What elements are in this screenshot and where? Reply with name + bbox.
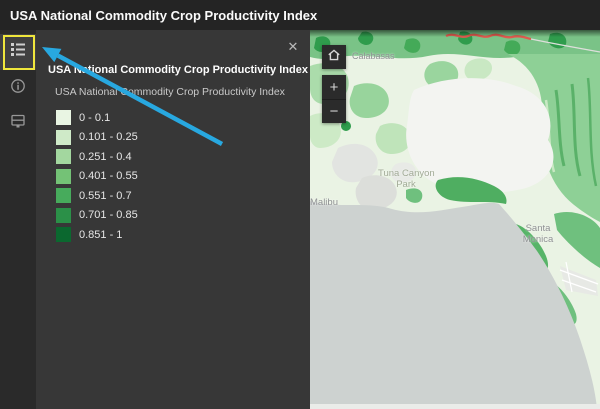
sidebar-item-legend[interactable] xyxy=(0,34,36,70)
info-icon xyxy=(10,78,26,99)
legend-swatch xyxy=(56,227,71,242)
map-view[interactable]: Calabasas Tuna Canyon Park Malibu Santa … xyxy=(310,30,600,409)
sidebar-item-information[interactable] xyxy=(0,70,36,106)
legend-swatch xyxy=(56,110,71,125)
legend-row: 0.401 - 0.55 xyxy=(56,168,310,184)
legend-swatch xyxy=(56,207,71,223)
legend-layer-title: USA National Commodity Crop Productivity… xyxy=(55,86,285,98)
header: USA National Commodity Crop Productivity… xyxy=(0,0,600,30)
zoom-in-button[interactable]: + xyxy=(322,75,346,99)
close-icon: ✕ xyxy=(287,39,299,54)
app-body: ✕ USA National Commodity Crop Productivi… xyxy=(0,30,600,409)
legend-row: 0.851 - 1 xyxy=(56,227,310,242)
zoom-controls: + − xyxy=(322,75,346,123)
sidebar xyxy=(0,30,36,409)
home-icon xyxy=(326,47,342,68)
map-attribution-bar xyxy=(310,404,600,409)
legend-panel: ✕ USA National Commodity Crop Productivi… xyxy=(36,30,310,409)
close-button[interactable]: ✕ xyxy=(284,38,302,56)
legend-class-label: 0 - 0.1 xyxy=(79,111,111,124)
legend-widget-title: USA National Commodity Crop Productivity… xyxy=(48,64,308,76)
basemap-graphic xyxy=(310,30,600,409)
minus-icon: − xyxy=(329,103,339,120)
legend-class-label: 0.851 - 1 xyxy=(79,228,123,241)
zoom-out-button[interactable]: − xyxy=(322,99,346,123)
legend-row: 0.101 - 0.25 xyxy=(56,129,310,145)
home-button[interactable] xyxy=(322,45,346,69)
legend-row: 0.701 - 0.85 xyxy=(56,207,310,223)
legend-row: 0 - 0.1 xyxy=(56,110,310,125)
legend-classes: 0 - 0.1 0.101 - 0.25 0.251 - 0.4 0.401 - 0.… xyxy=(56,110,310,242)
legend-class-label: 0.401 - 0.55 xyxy=(79,170,138,182)
legend-row: 0.251 - 0.4 xyxy=(56,149,310,164)
legend-class-label: 0.251 - 0.4 xyxy=(79,150,132,163)
plus-icon: + xyxy=(329,78,339,96)
window-icon xyxy=(10,114,26,134)
map-ocean xyxy=(310,201,597,409)
sidebar-item-details[interactable] xyxy=(0,106,36,142)
legend-swatch xyxy=(56,149,71,164)
legend-class-label: 0.551 - 0.7 xyxy=(79,189,132,202)
page-title: USA National Commodity Crop Productivity… xyxy=(10,7,318,23)
legend-swatch xyxy=(56,188,71,203)
legend-list-icon xyxy=(10,42,26,62)
legend-row: 0.551 - 0.7 xyxy=(56,188,310,203)
legend-class-label: 0.701 - 0.85 xyxy=(79,209,138,221)
legend-swatch xyxy=(56,168,71,184)
legend-class-label: 0.101 - 0.25 xyxy=(79,131,138,143)
legend-swatch xyxy=(56,129,71,145)
